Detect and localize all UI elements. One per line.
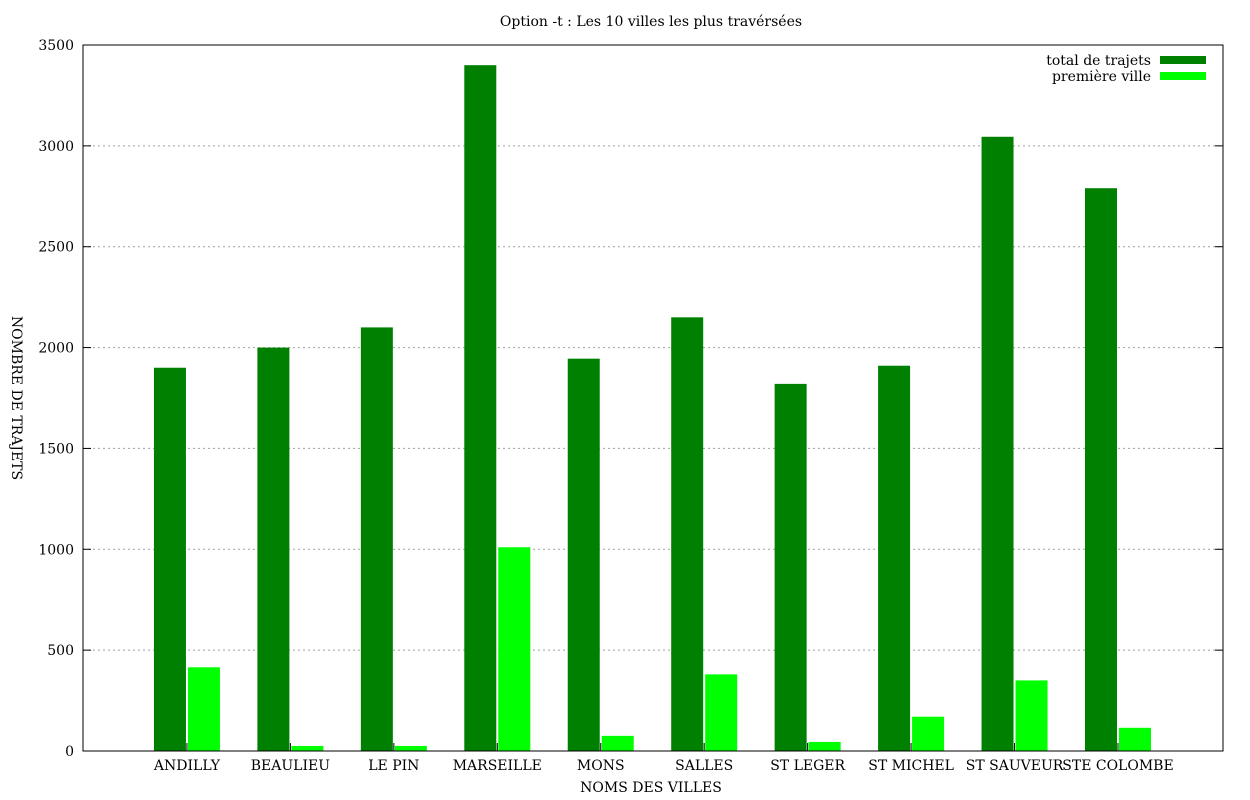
bar-total-de-trajets: [153, 367, 186, 751]
legend-label: total de trajets: [1046, 53, 1151, 69]
bars: [153, 65, 1151, 751]
x-tick-label: MARSEILLE: [453, 758, 542, 774]
bar-premiere-ville: [498, 547, 531, 751]
x-tick-label: BEAULIEU: [251, 758, 330, 774]
bar-total-de-trajets: [774, 383, 807, 751]
y-tick-label: 2000: [38, 341, 74, 357]
legend-label: première ville: [1052, 69, 1151, 85]
legend-swatch: [1160, 56, 1206, 64]
x-tick-label: LE PIN: [368, 758, 419, 774]
bar-total-de-trajets: [671, 317, 704, 751]
x-tick-label: SALLES: [675, 758, 733, 774]
x-tick-label: ANDILLY: [153, 758, 221, 774]
bar-premiere-ville: [705, 674, 738, 751]
bar-premiere-ville: [394, 745, 427, 751]
plot-frame: [82, 44, 1224, 752]
bar-premiere-ville: [1118, 727, 1151, 751]
x-axis: ANDILLY BEAULIEU LE PIN MARSEILLE MONS SALLES…: [153, 743, 1174, 774]
bar-premiere-ville: [291, 745, 324, 751]
y-axis: 0 500 1000 1500 2000 2500 3000 3500: [38, 38, 1223, 760]
y-tick-label: 2500: [38, 240, 74, 256]
y-axis-label: NOMBRE DE TRAJETS: [8, 316, 24, 480]
bar-premiere-ville: [601, 735, 634, 751]
bar-premiere-ville: [1015, 680, 1048, 751]
bar-total-de-trajets: [464, 65, 497, 751]
chart-title: Option -t : Les 10 villes les plus travé…: [500, 14, 802, 30]
legend-swatch: [1160, 72, 1206, 80]
x-tick-label: ST MICHEL: [868, 758, 954, 774]
y-tick-label: 3000: [38, 139, 74, 155]
y-tick-label: 1500: [38, 441, 74, 457]
bar-premiere-ville: [808, 741, 841, 751]
gridlines: [83, 145, 1223, 651]
bar-total-de-trajets: [567, 358, 600, 751]
bar-total-de-trajets: [1084, 188, 1117, 751]
bar-premiere-ville: [912, 716, 945, 751]
y-tick-label: 1000: [38, 542, 74, 558]
bar-premiere-ville: [187, 667, 220, 751]
x-tick-label: ST LEGER: [770, 758, 845, 774]
x-tick-label: ST SAUVEUR: [966, 758, 1064, 774]
bar-total-de-trajets: [878, 365, 911, 751]
y-tick-label: 3500: [38, 38, 74, 54]
x-tick-label: MONS: [577, 758, 625, 774]
bar-total-de-trajets: [981, 136, 1014, 751]
bar-total-de-trajets: [360, 327, 393, 751]
bar-total-de-trajets: [257, 347, 290, 751]
y-tick-label: 500: [47, 643, 74, 659]
x-tick-label: STE COLOMBE: [1062, 758, 1173, 774]
x-axis-label: NOMS DES VILLES: [580, 780, 722, 796]
y-tick-label: 0: [65, 744, 74, 760]
